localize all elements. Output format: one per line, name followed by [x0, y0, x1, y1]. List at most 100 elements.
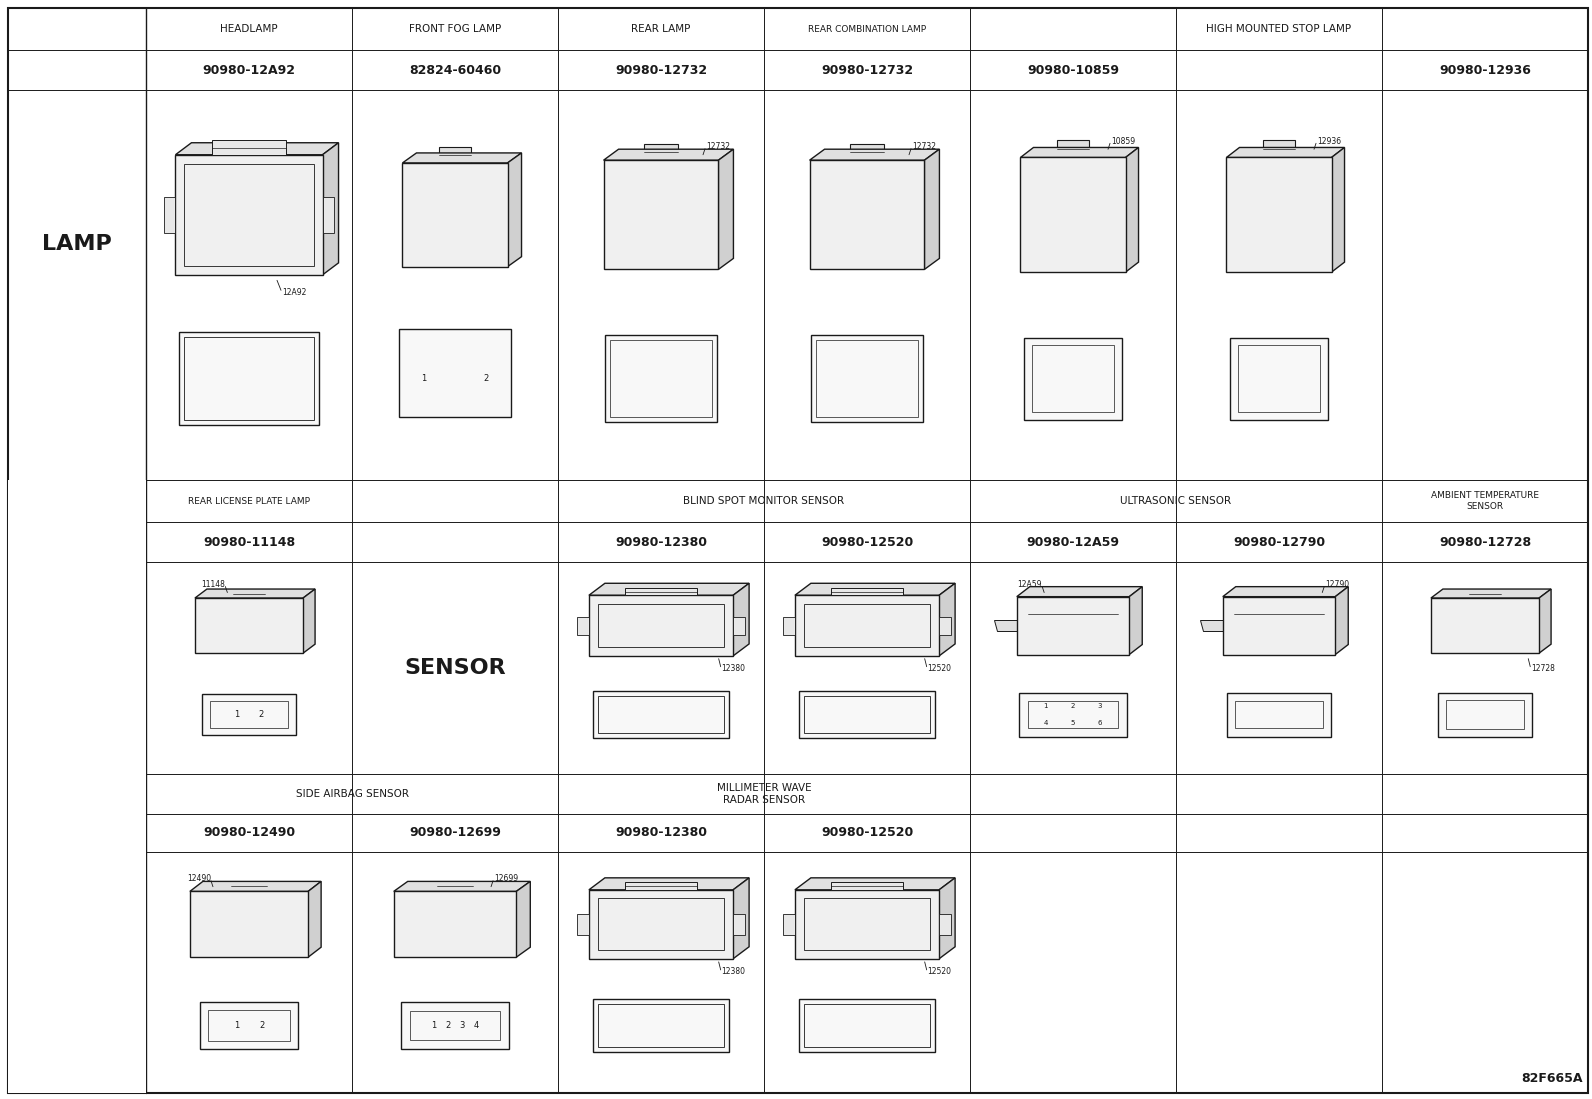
Bar	[178, 332, 318, 425]
Bar	[1068, 715, 1078, 718]
Bar	[185, 164, 314, 266]
Bar	[1092, 711, 1103, 713]
Polygon shape	[589, 878, 750, 890]
Bar	[1254, 386, 1270, 397]
Bar	[212, 141, 287, 155]
Text: 90980-12732: 90980-12732	[821, 64, 914, 77]
Text: REAR COMBINATION LAMP: REAR COMBINATION LAMP	[807, 24, 927, 33]
Polygon shape	[939, 878, 955, 958]
Bar	[1235, 701, 1323, 729]
Bar	[622, 352, 629, 362]
Bar	[804, 696, 930, 733]
Text: 3: 3	[460, 1021, 465, 1030]
Bar	[871, 378, 877, 388]
Polygon shape	[1469, 590, 1501, 598]
Polygon shape	[1017, 587, 1141, 597]
Bar	[842, 378, 850, 388]
Circle shape	[673, 1012, 678, 1017]
Text: 2: 2	[1071, 703, 1075, 709]
Text: AMBIENT TEMPERATURE
SENSOR: AMBIENT TEMPERATURE SENSOR	[1431, 491, 1539, 511]
Bar	[185, 337, 314, 420]
Circle shape	[645, 712, 648, 717]
Text: 1: 1	[422, 374, 427, 384]
Bar	[256, 1019, 267, 1033]
Bar	[1493, 711, 1508, 718]
Polygon shape	[1057, 141, 1089, 157]
Bar	[732, 617, 745, 635]
Text: 1: 1	[431, 1021, 436, 1030]
Text: 12A92: 12A92	[282, 288, 306, 297]
Text: 90980-10859: 90980-10859	[1027, 64, 1119, 77]
Polygon shape	[794, 584, 955, 596]
Bar	[592, 691, 729, 739]
Circle shape	[673, 703, 678, 708]
Text: BLIND SPOT MONITOR SENSOR: BLIND SPOT MONITOR SENSOR	[683, 496, 845, 506]
Bar	[1068, 711, 1078, 713]
Circle shape	[702, 1034, 707, 1039]
Bar	[810, 160, 925, 269]
Bar	[175, 155, 323, 275]
Circle shape	[215, 356, 223, 365]
Text: SIDE AIRBAG SENSOR: SIDE AIRBAG SENSOR	[296, 789, 409, 799]
Bar	[473, 1019, 479, 1033]
Circle shape	[615, 712, 619, 717]
Circle shape	[702, 1012, 707, 1017]
Bar	[209, 1010, 290, 1041]
Bar	[8, 480, 146, 774]
Polygon shape	[1223, 587, 1348, 597]
Bar	[231, 1019, 242, 1033]
Text: 90980-12A92: 90980-12A92	[202, 64, 296, 77]
Bar	[1019, 692, 1127, 736]
Polygon shape	[1262, 141, 1294, 157]
Text: 90980-12936: 90980-12936	[1439, 64, 1532, 77]
Circle shape	[645, 703, 648, 708]
Bar	[1020, 157, 1126, 273]
Circle shape	[821, 1012, 826, 1017]
Bar	[597, 604, 724, 647]
Circle shape	[880, 703, 884, 708]
Text: 12520: 12520	[928, 967, 952, 976]
Circle shape	[909, 1012, 914, 1017]
Bar	[871, 352, 877, 362]
Polygon shape	[603, 149, 734, 160]
Polygon shape	[323, 143, 339, 275]
Polygon shape	[732, 584, 750, 656]
Circle shape	[295, 392, 304, 401]
Bar	[1043, 711, 1054, 713]
Bar	[1226, 157, 1331, 273]
Bar	[804, 899, 930, 951]
Bar	[1431, 598, 1539, 653]
Bar	[1231, 337, 1328, 420]
Circle shape	[673, 1023, 678, 1028]
Circle shape	[234, 392, 244, 401]
Circle shape	[274, 392, 283, 401]
Polygon shape	[1226, 147, 1345, 157]
Bar	[939, 617, 950, 635]
Bar	[1083, 386, 1097, 397]
Text: 12A59: 12A59	[1017, 580, 1043, 589]
Bar	[1446, 700, 1525, 730]
Polygon shape	[436, 881, 473, 891]
Text: 2: 2	[258, 710, 264, 719]
Bar	[578, 914, 589, 934]
Circle shape	[400, 355, 449, 402]
Bar	[201, 1002, 298, 1050]
Bar	[597, 1003, 724, 1047]
Circle shape	[879, 1023, 884, 1028]
Bar	[856, 378, 863, 388]
Text: 90980-12790: 90980-12790	[1232, 535, 1325, 548]
Bar	[1049, 360, 1063, 371]
Circle shape	[274, 356, 283, 365]
Circle shape	[850, 703, 855, 708]
Bar	[817, 340, 919, 418]
Polygon shape	[810, 149, 939, 160]
Text: 2: 2	[446, 1021, 451, 1030]
Text: 12520: 12520	[928, 664, 952, 674]
Bar	[578, 617, 589, 635]
Polygon shape	[175, 143, 339, 155]
Bar	[1239, 345, 1320, 412]
Text: 90980-11148: 90980-11148	[202, 535, 295, 548]
Circle shape	[704, 712, 707, 717]
Polygon shape	[194, 589, 315, 598]
Circle shape	[880, 722, 884, 725]
